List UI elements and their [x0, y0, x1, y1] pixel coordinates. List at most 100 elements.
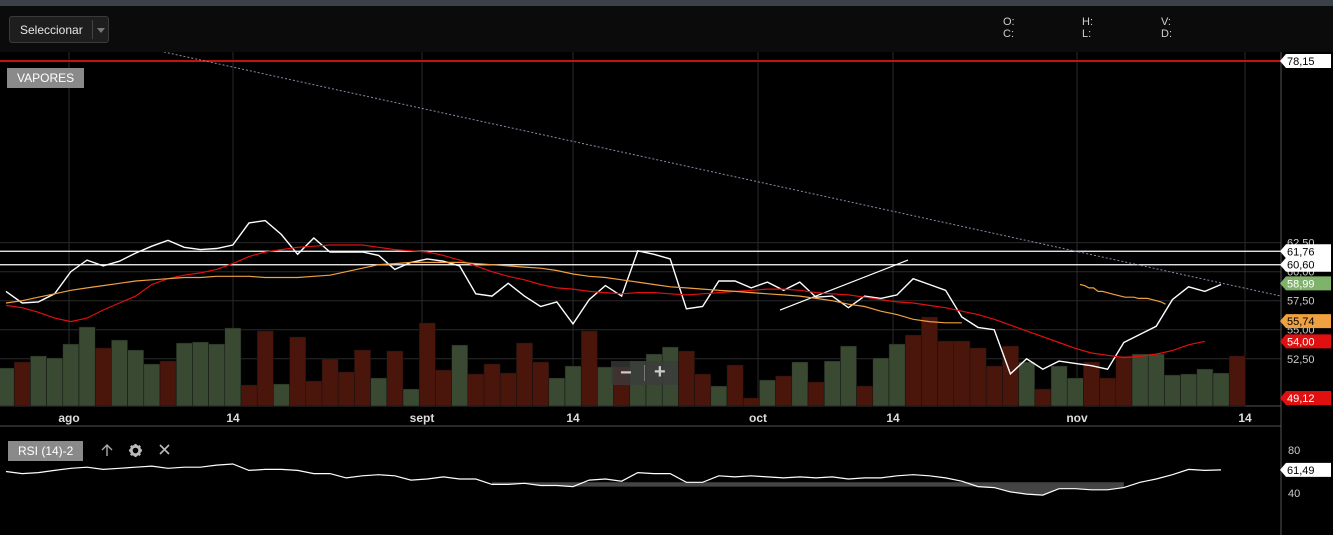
volume-bar	[78, 326, 96, 407]
ohlc-open-label: O:	[1003, 16, 1015, 28]
volume-bar	[499, 372, 517, 407]
volume-bar	[13, 361, 31, 407]
rsi-oversold-shade	[492, 482, 1124, 496]
drawn-trendlines	[161, 52, 1282, 311]
volume-bar	[1115, 355, 1133, 407]
volume-bar	[354, 349, 371, 407]
chevron-down-icon	[97, 28, 105, 33]
zoom-controls: − +	[611, 361, 678, 385]
volume-bar	[256, 330, 274, 407]
volume-bar	[1228, 355, 1246, 407]
volume-bar	[759, 379, 776, 407]
x-tick-label: oct	[749, 411, 767, 425]
rsi-panel	[5, 463, 1222, 496]
volume-bar	[1083, 361, 1100, 407]
price-tags: 78,15 61,76 60,60 58,99 55,74 54,00 49,12 61,49	[1280, 54, 1331, 477]
volume-bar	[435, 369, 452, 407]
volume-bar	[483, 363, 501, 407]
rsi-label: RSI (14)-2	[8, 441, 84, 461]
volume-bar	[888, 343, 906, 407]
rsi-line	[5, 463, 1222, 496]
volume-bar	[726, 364, 744, 407]
volume-bar	[985, 365, 1003, 407]
price-tag	[1280, 462, 1331, 477]
volume-bar	[532, 361, 550, 407]
symbol-label: VAPORES	[7, 68, 85, 88]
volume-bar	[742, 397, 760, 407]
volume-bar	[921, 316, 938, 407]
volume-bar	[1164, 374, 1181, 407]
volume-bar	[1131, 353, 1149, 407]
volume-bar	[1018, 361, 1036, 407]
select-divider	[92, 20, 93, 39]
descending-trendline	[161, 52, 1282, 297]
chart-grid	[0, 52, 1282, 535]
volume-bar	[159, 360, 177, 407]
symbol-select[interactable]: Seleccionar	[9, 16, 109, 43]
volume-bar	[904, 334, 922, 407]
slow-ma-line	[5, 261, 962, 324]
volume-bar	[694, 373, 712, 407]
price-tag-label: 55,74	[1287, 316, 1315, 328]
price-tag-label: 58,99	[1287, 278, 1315, 290]
toolbar: Seleccionar O: C: H: L: V: D:	[0, 6, 1333, 52]
volume-bar	[305, 380, 323, 407]
volume-bar	[143, 363, 161, 407]
volume-bar	[1196, 368, 1214, 407]
window-top-strip	[0, 0, 1333, 6]
arrow-up-icon[interactable]	[100, 443, 114, 461]
price-tag	[1280, 244, 1331, 259]
volume-bar	[516, 342, 533, 407]
zoom-out-button[interactable]: −	[620, 362, 632, 384]
price-tag	[1280, 314, 1331, 329]
volume-bar	[678, 350, 695, 407]
rsi-y-tick-label: 80	[1288, 445, 1300, 457]
volume-bar	[386, 350, 404, 407]
volume-bar	[46, 357, 64, 407]
close-icon[interactable]	[158, 443, 171, 460]
volume-bar	[1147, 353, 1165, 407]
y-tick-label: 52,50	[1287, 354, 1315, 366]
select-label: Seleccionar	[20, 23, 83, 37]
volume-bar	[402, 388, 420, 407]
volume-bar	[208, 343, 226, 407]
volume-bar	[321, 358, 339, 407]
volume-bar	[807, 381, 825, 407]
volume-bar	[969, 347, 987, 407]
ohlc-low-label: L:	[1082, 28, 1092, 40]
rsi-y-tick-label: 40	[1288, 488, 1300, 500]
volume-bar	[548, 377, 566, 407]
volume-bar	[240, 384, 258, 407]
price-chart[interactable]: ago 14 sept 14 oct 14 nov 1462,5060,0057,5055,0…	[0, 52, 1333, 535]
volume-bar	[467, 373, 485, 407]
price-tag	[1280, 334, 1331, 349]
price-tag-label: 78,15	[1287, 56, 1315, 68]
price-tag-label: 61,49	[1287, 465, 1315, 477]
volume-bar	[791, 361, 809, 407]
volume-bar	[224, 327, 242, 407]
volume-bar	[30, 355, 47, 407]
volume-bar	[1050, 365, 1068, 407]
x-tick-label: 14	[566, 411, 580, 425]
price-tag-label: 49,12	[1287, 393, 1315, 405]
ohlc-volume-label: V:	[1161, 16, 1171, 28]
x-tick-label: nov	[1066, 411, 1088, 425]
volume-bar	[0, 367, 15, 407]
volume-bar	[937, 340, 955, 407]
zoom-in-button[interactable]: +	[654, 361, 666, 383]
volume-bar	[111, 339, 128, 407]
x-tick-label: sept	[410, 411, 435, 425]
horizontal-lines	[0, 60, 1281, 266]
volume-bar	[127, 349, 145, 407]
volume-bar	[94, 347, 112, 407]
volume-bar	[872, 357, 890, 407]
ohlc-date-label: D:	[1161, 28, 1172, 40]
volume-bar	[418, 322, 436, 407]
x-tick-label: 14	[1238, 411, 1252, 425]
gear-icon[interactable]	[128, 443, 143, 462]
volume-bar	[337, 371, 355, 407]
volume-bar	[564, 365, 582, 407]
volume-bar	[1212, 372, 1230, 407]
volume-bar	[1034, 388, 1052, 407]
volume-bar	[953, 340, 971, 407]
